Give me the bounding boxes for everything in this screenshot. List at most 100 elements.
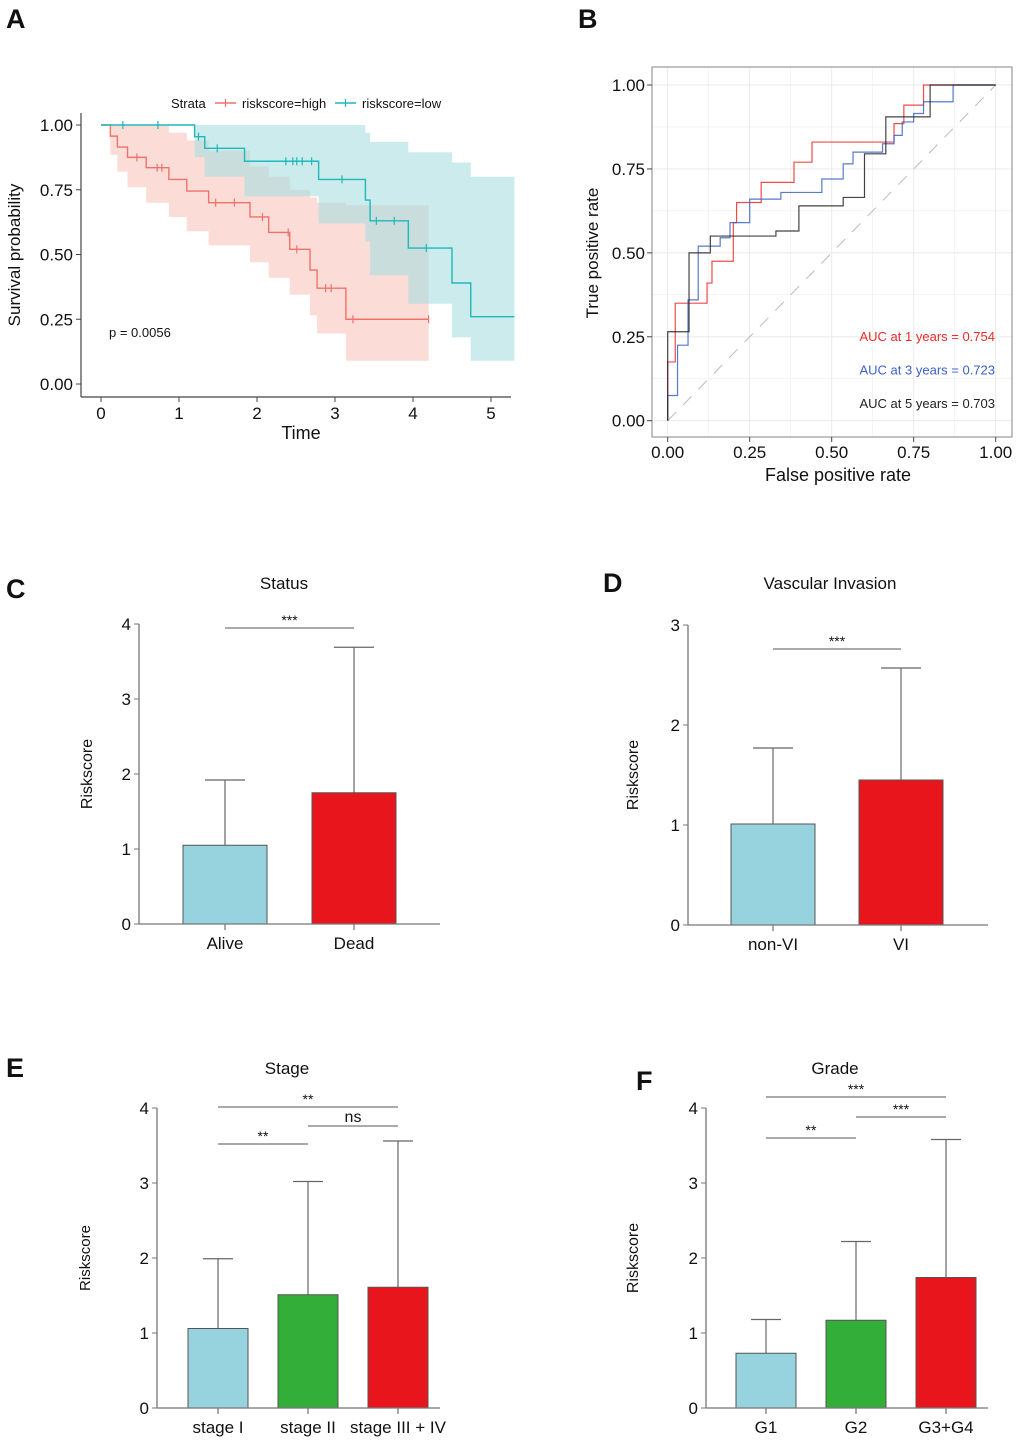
bar-alive	[182, 844, 268, 925]
y-tick-label: 0	[140, 1399, 149, 1418]
significance-label: **	[806, 1122, 817, 1138]
legend-label-0: riskscore=high	[242, 96, 326, 111]
x-tick-label: 0	[96, 404, 105, 423]
panel-label-d: D	[603, 568, 623, 598]
x-tick-label: 0.00	[651, 443, 684, 462]
x-axis-label: False positive rate	[765, 465, 911, 485]
bar-vi	[858, 779, 944, 926]
bar-stage-i	[187, 1328, 249, 1409]
panel-label-c: C	[6, 574, 26, 604]
panel-e-bar-chart: Stage Riskscore stage I stage II stage III +…	[77, 1059, 447, 1437]
panel-label-a: A	[6, 4, 26, 34]
y-axis-label: Survival probability	[5, 183, 24, 326]
x-tick-label: 5	[486, 404, 495, 423]
y-tick-label: 0.50	[612, 244, 645, 263]
significance-label: ***	[281, 612, 298, 628]
x-tick-label: 0.25	[733, 443, 766, 462]
x-tick-label: G3+G4	[918, 1418, 973, 1437]
y-tick-label: 3	[122, 690, 131, 709]
y-tick-label: 3	[671, 616, 680, 635]
y-tick-label: 0.50	[40, 246, 73, 265]
bar-dead	[311, 792, 397, 925]
panel-label-f: F	[636, 1066, 653, 1096]
significance-label: ***	[848, 1081, 865, 1097]
x-tick-label: 1	[174, 404, 183, 423]
y-tick-label: 1	[671, 816, 680, 835]
panel-c-bar-chart: Status Riskscore Alive Dead 0 1 2 3 4 ***	[79, 574, 440, 953]
x-tick-label: G2	[845, 1418, 868, 1437]
x-tick-label: non-VI	[748, 935, 798, 954]
x-tick-label: stage III + IV	[350, 1418, 447, 1437]
auc-label-2: AUC at 5 years = 0.703	[860, 396, 996, 411]
y-axis-label: Riskscore	[79, 739, 96, 809]
y-tick-label: 0	[689, 1399, 698, 1418]
survival-curve-0	[101, 124, 429, 320]
significance-label: **	[258, 1128, 269, 1144]
confidence-band-0	[101, 125, 429, 361]
y-tick-label: 0	[122, 915, 131, 934]
y-tick-label: 1.00	[612, 76, 645, 95]
bar-stage-iii-iv	[367, 1286, 429, 1409]
y-axis-label: Riskscore	[625, 740, 642, 810]
significance-label: ***	[829, 633, 846, 649]
significance-label: ns	[345, 1109, 362, 1126]
y-tick-label: 1	[689, 1324, 698, 1343]
survival-curve-1	[101, 124, 515, 318]
auc-label-0: AUC at 1 years = 0.754	[860, 329, 996, 344]
confidence-band-1	[101, 125, 515, 361]
chart-title: Grade	[811, 1059, 858, 1078]
panel-b-roc-plot: AUC at 1 years = 0.754 AUC at 3 years = 0…	[583, 66, 1013, 485]
y-axis-label: Riskscore	[77, 1225, 94, 1291]
y-tick-label: 0.75	[40, 181, 73, 200]
bar-g1	[735, 1352, 797, 1409]
y-tick-label: 0.00	[612, 412, 645, 431]
x-tick-label: Dead	[334, 934, 375, 953]
x-tick-label: stage I	[192, 1418, 243, 1437]
x-tick-label: 3	[330, 404, 339, 423]
y-tick-label: 2	[122, 765, 131, 784]
x-tick-label: 0.50	[815, 443, 848, 462]
significance-label: ***	[893, 1101, 910, 1117]
auc-label-1: AUC at 3 years = 0.723	[860, 363, 996, 378]
significance-label: **	[303, 1091, 314, 1107]
x-tick-label: Alive	[207, 934, 244, 953]
y-tick-label: 1	[122, 840, 131, 859]
y-tick-label: 1.00	[40, 116, 73, 135]
x-tick-label: VI	[893, 935, 909, 954]
x-tick-label: stage II	[280, 1418, 336, 1437]
bar-g3-g4	[915, 1277, 977, 1409]
panel-label-e: E	[6, 1053, 24, 1083]
y-tick-label: 3	[140, 1174, 149, 1193]
x-tick-label: 1.00	[979, 443, 1012, 462]
panel-d-bar-chart: Vascular Invasion Riskscore non-VI VI 0 1 2 3 **…	[625, 574, 988, 954]
x-tick-label: G1	[755, 1418, 778, 1437]
x-axis-label: Time	[281, 423, 320, 443]
y-tick-label: 4	[689, 1099, 698, 1118]
legend-label-1: riskscore=low	[362, 96, 442, 111]
y-tick-label: 2	[689, 1249, 698, 1268]
legend-title: Strata	[171, 96, 206, 111]
y-tick-label: 0.25	[612, 328, 645, 347]
panel-label-b: B	[578, 4, 598, 34]
chart-title: Stage	[265, 1059, 309, 1078]
roc-curve-0	[667, 84, 996, 421]
y-tick-label: 3	[689, 1174, 698, 1193]
x-tick-label: 4	[408, 404, 417, 423]
y-tick-label: 0.25	[40, 310, 73, 329]
y-axis-label: Riskscore	[625, 1223, 642, 1293]
x-tick-label: 0.75	[897, 443, 930, 462]
y-tick-label: 4	[140, 1099, 149, 1118]
y-tick-label: 0.00	[40, 375, 73, 394]
y-tick-label: 0	[671, 916, 680, 935]
p-value-annotation: p = 0.0056	[109, 325, 171, 340]
roc-curve-2	[667, 84, 996, 421]
y-axis-label: True positive rate	[583, 188, 602, 319]
y-tick-label: 1	[140, 1324, 149, 1343]
chart-title: Vascular Invasion	[764, 574, 897, 593]
y-tick-label: 4	[122, 615, 131, 634]
bar-stage-ii	[277, 1294, 339, 1409]
y-tick-label: 2	[671, 716, 680, 735]
panel-a-km-plot: 0.00 0.25 0.50 0.75 1.00 0 1 2 3 4 5 Time Survival p…	[5, 96, 515, 443]
